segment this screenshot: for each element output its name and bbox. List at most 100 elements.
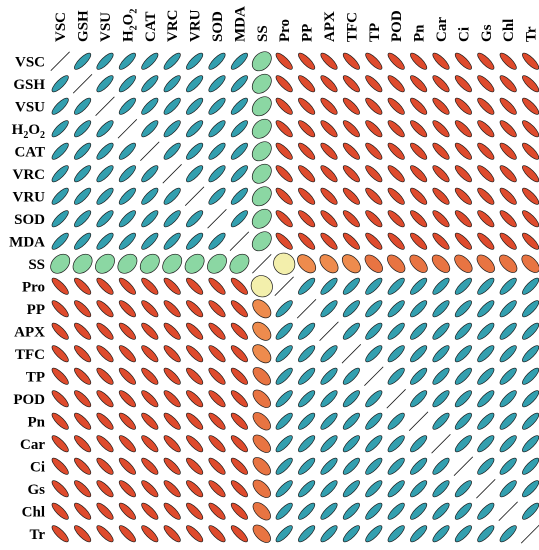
cell-pp-tfc <box>342 300 360 318</box>
cell-apx-sod <box>208 322 226 340</box>
cell-apx-chl <box>499 322 517 340</box>
cell-ci-chl <box>499 457 517 475</box>
cell-tp-sod <box>208 367 226 385</box>
cell-h2o2-gsh <box>74 120 92 138</box>
cell-h2o2-h2o2 <box>117 119 138 139</box>
cell-ci-gsh <box>74 457 92 475</box>
cell-vsu-gsh <box>74 97 92 115</box>
cell-pn-vsc <box>51 412 69 430</box>
cell-cat-sod <box>208 142 226 160</box>
row-label-vru: VRU <box>13 189 46 205</box>
cell-vrc-vrc <box>162 164 182 184</box>
cell-tfc-sod <box>208 345 226 363</box>
cell-chl-ss <box>252 502 271 521</box>
cell-pro-h2o2 <box>118 277 136 295</box>
cell-tfc-cat <box>141 345 159 363</box>
cell-mda-pn <box>410 232 428 250</box>
cell-gsh-tfc <box>342 75 360 93</box>
cell-ss-tr <box>521 254 539 273</box>
cell-vrc-vsu <box>96 165 114 183</box>
cell-vsc-vsu <box>96 52 114 70</box>
cell-h2o2-chl <box>499 120 517 138</box>
cell-vru-vsu <box>96 187 114 205</box>
cell-vru-pp <box>298 187 316 205</box>
cell-gs-pp <box>298 480 316 498</box>
cell-pn-pn <box>408 411 429 431</box>
cell-mda-mda <box>229 231 250 251</box>
cell-ci-sod <box>208 457 226 475</box>
cell-mda-ss <box>251 231 272 252</box>
cell-cat-pod <box>387 142 405 160</box>
cell-chl-tp <box>365 502 383 520</box>
cell-gs-gsh <box>74 480 92 498</box>
cell-ci-apx <box>320 457 338 475</box>
cell-tfc-gs <box>477 345 495 363</box>
cell-pro-vsc <box>51 277 69 295</box>
cell-pro-vru <box>186 277 204 295</box>
cell-vrc-h2o2 <box>118 165 136 183</box>
cell-ss-ci <box>454 254 473 273</box>
cell-pro-mda <box>230 277 248 295</box>
row-label-vsu: VSU <box>15 99 45 115</box>
cell-pod-pp <box>298 390 316 408</box>
cell-tr-h2o2 <box>118 525 136 543</box>
cell-vrc-chl <box>499 165 517 183</box>
cell-tr-tfc <box>342 525 360 543</box>
cell-sod-tr <box>522 210 539 228</box>
cell-mda-gs <box>477 232 495 250</box>
cell-mda-tp <box>365 232 383 250</box>
row-label-chl: Chl <box>22 504 45 520</box>
cell-vru-pn <box>410 187 428 205</box>
cell-gsh-apx <box>320 75 338 93</box>
cell-ci-pod <box>387 457 405 475</box>
cell-chl-gsh <box>74 502 92 520</box>
cell-tfc-gsh <box>74 345 92 363</box>
cell-gsh-cat <box>141 75 159 93</box>
cell-vsc-pp <box>298 52 316 70</box>
cell-vrc-tr <box>522 165 539 183</box>
cell-cat-h2o2 <box>118 142 136 160</box>
column-label-pp: PP <box>300 24 316 42</box>
cell-tr-pp <box>298 525 316 543</box>
cell-pod-pro <box>275 390 293 408</box>
cell-vru-ci <box>454 187 472 205</box>
cell-sod-pod <box>387 210 405 228</box>
column-label-mda: MDA <box>232 6 248 42</box>
cell-pp-vsu <box>96 300 114 318</box>
cell-apx-gsh <box>74 322 92 340</box>
cell-tr-car <box>432 525 450 543</box>
cell-pp-sod <box>208 300 226 318</box>
cell-vru-gs <box>477 187 495 205</box>
cell-car-pod <box>387 435 405 453</box>
cell-vrc-pp <box>298 165 316 183</box>
cell-pp-vsc <box>51 300 69 318</box>
cell-ci-cat <box>141 457 159 475</box>
cell-ss-vrc <box>162 253 183 274</box>
row-label-mda: MDA <box>9 234 45 250</box>
cell-tp-pro <box>275 367 293 385</box>
cell-pro-tfc <box>342 277 360 295</box>
cell-gs-vsu <box>96 480 114 498</box>
cell-vru-tfc <box>342 187 360 205</box>
cell-cat-pp <box>298 142 316 160</box>
cell-tfc-vsc <box>51 345 69 363</box>
cell-vrc-ci <box>454 165 472 183</box>
cell-cat-ci <box>454 142 472 160</box>
cell-pn-pro <box>275 412 293 430</box>
cell-vru-tp <box>365 187 383 205</box>
cell-pod-ci <box>454 390 472 408</box>
cell-vsc-vsc <box>50 51 70 71</box>
cell-vsc-ss <box>251 51 272 72</box>
cell-pn-tfc <box>342 412 360 430</box>
cell-tp-vru <box>186 367 204 385</box>
cell-ss-gs <box>476 254 495 273</box>
cell-tfc-pod <box>387 345 405 363</box>
cell-pp-ss <box>252 299 272 319</box>
cell-tr-pn <box>410 525 428 543</box>
cell-h2o2-mda <box>230 120 248 138</box>
cell-pp-chl <box>499 300 517 318</box>
row-label-vsc: VSC <box>15 54 45 70</box>
cell-car-chl <box>499 435 517 453</box>
